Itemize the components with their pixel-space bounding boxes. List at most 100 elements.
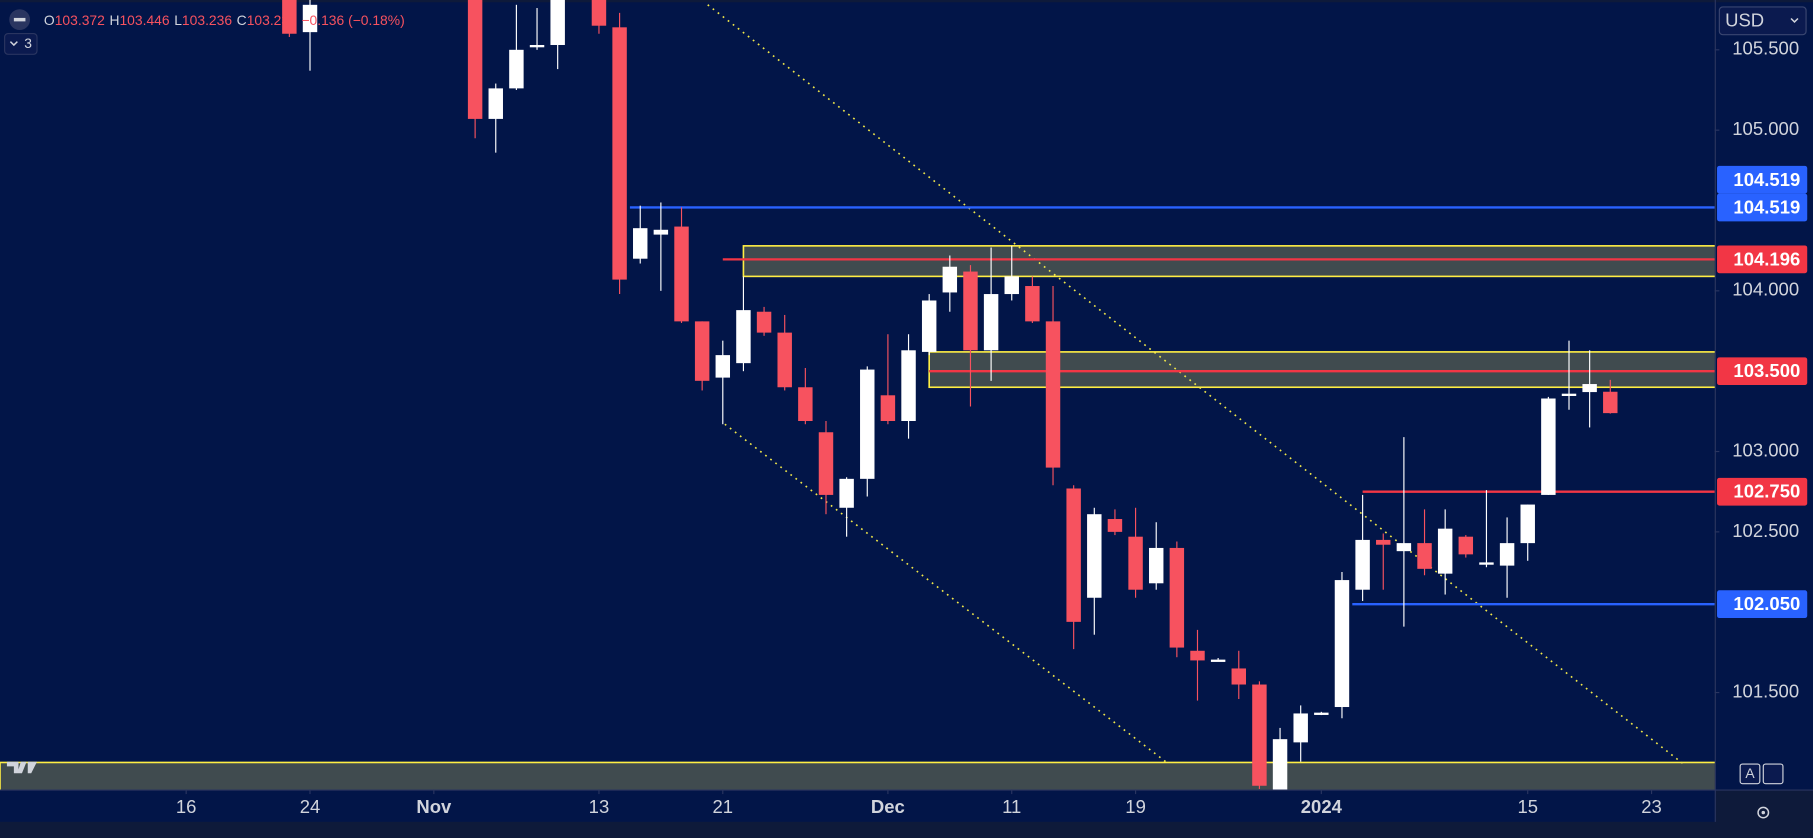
candle-body — [1231, 668, 1246, 685]
candle-body — [777, 332, 792, 388]
zone — [742, 245, 1715, 278]
symbol-icon-glyph — [13, 17, 26, 22]
candle-body — [1355, 539, 1370, 590]
trendline — [724, 423, 1169, 764]
candle-body — [1499, 543, 1515, 566]
legend-value: 103.236 — [182, 11, 232, 27]
candle-body — [1520, 504, 1535, 544]
candle-body — [1045, 321, 1061, 468]
x-tick-label: 16 — [176, 796, 197, 817]
x-tick-label: 11 — [1002, 796, 1021, 817]
candle-body — [302, 4, 318, 33]
candle-body — [1087, 514, 1102, 598]
candle-body — [1004, 276, 1019, 295]
log-scale-button[interactable] — [1762, 763, 1784, 785]
x-tick-label: Nov — [416, 796, 452, 817]
x-tick-label: Dec — [871, 796, 905, 817]
y-tick-label: 101.500 — [1732, 680, 1799, 701]
auto-scale-label: A — [1745, 765, 1755, 781]
ohlc-legend: O103.372 H103.446 L103.236 C103.239 −0.136 (… — [44, 11, 405, 27]
candle-body — [1025, 286, 1040, 322]
candle-body — [1458, 536, 1474, 555]
candle-body — [715, 355, 731, 378]
candle-body — [1293, 713, 1308, 743]
price-badge — [1717, 477, 1808, 506]
candle-body — [1210, 659, 1226, 662]
candle-body — [1334, 580, 1350, 708]
x-tick-label: 24 — [300, 796, 321, 817]
legend-value: 103.446 — [119, 11, 169, 27]
candle-body — [1582, 384, 1597, 393]
candle-body — [1066, 488, 1081, 622]
price-badge-label: 104.519 — [1733, 169, 1800, 190]
candle-body — [880, 395, 896, 421]
candle-body — [963, 271, 978, 351]
candle-body — [1252, 684, 1267, 786]
candle-body — [612, 27, 627, 280]
legend-key: O — [44, 11, 55, 27]
indicator-chevron — [9, 41, 18, 47]
x-tick-label: 2024 — [1301, 796, 1343, 817]
currency-chevron — [1790, 17, 1799, 24]
candle-body — [736, 310, 751, 364]
candle-body — [1396, 543, 1412, 552]
x-tick-label: 15 — [1517, 796, 1538, 817]
x-tick-label: 21 — [713, 796, 734, 817]
candle-body — [467, 0, 483, 119]
candle-body — [1437, 528, 1453, 574]
candle-body — [488, 88, 503, 119]
candle-body — [1479, 562, 1494, 565]
legend-value: 103.239 — [247, 11, 297, 27]
price-badge-label: 104.519 — [1733, 196, 1800, 217]
candle-body — [942, 266, 958, 293]
legend-key: H — [109, 11, 119, 27]
time-axis-area — [0, 790, 1715, 822]
candle-body — [1561, 393, 1577, 396]
y-tick-label: 105.500 — [1732, 38, 1799, 59]
price-badge — [1717, 165, 1808, 194]
candle-body — [509, 49, 524, 89]
candle-body — [633, 228, 648, 259]
y-tick-label: 102.500 — [1732, 520, 1799, 541]
price-badge — [1717, 357, 1808, 386]
candle-body — [860, 369, 875, 479]
candle-body — [1376, 539, 1391, 545]
indicator-toggle[interactable] — [4, 32, 38, 55]
zone — [0, 761, 1715, 790]
candle-body — [591, 0, 607, 26]
price-axis-area — [1715, 2, 1813, 790]
price-badge — [1717, 193, 1808, 222]
price-badge — [1717, 245, 1808, 274]
candle-body — [1190, 650, 1205, 661]
currency-dropdown[interactable] — [1718, 6, 1807, 36]
overlay: 105.500 105.000 104.000 103.000 102.500 101.5… — [176, 38, 1808, 817]
candle-body — [818, 432, 834, 495]
plot — [0, 0, 1715, 790]
candle-body — [653, 229, 669, 235]
price-badge-label: 102.050 — [1733, 593, 1800, 614]
candle-body — [1603, 391, 1618, 414]
candle-body — [1128, 536, 1143, 590]
candle-body — [901, 350, 916, 421]
trendline — [707, 4, 1684, 764]
y-tick-label: 104.000 — [1732, 279, 1799, 300]
logo — [6, 761, 37, 774]
candle-body — [1314, 712, 1329, 715]
candle-body — [756, 311, 772, 333]
candle-body — [1272, 739, 1288, 790]
x-tick-label: 19 — [1125, 796, 1146, 817]
candle-body — [1107, 519, 1123, 532]
price-badge-label: 103.500 — [1733, 360, 1800, 381]
legend-key: C — [237, 11, 247, 27]
candle-body — [1417, 543, 1432, 569]
y-tick-label: 103.000 — [1732, 439, 1799, 460]
auto-scale-button[interactable] — [1739, 763, 1761, 785]
plot-area — [0, 2, 1715, 790]
candle-body — [550, 0, 565, 45]
candle-body — [694, 321, 710, 381]
candle-body — [1148, 547, 1164, 584]
price-badge — [1717, 590, 1808, 619]
settings-icon[interactable] — [1757, 806, 1770, 819]
